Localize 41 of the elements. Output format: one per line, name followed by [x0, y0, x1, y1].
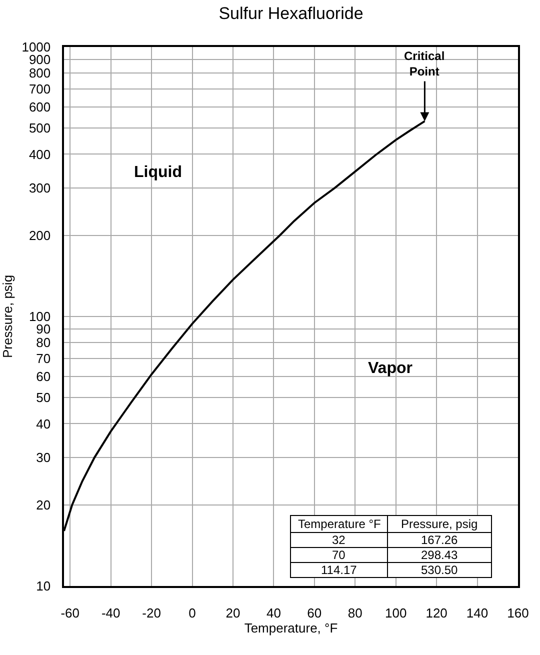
y-tick-label: 80 — [36, 335, 51, 350]
y-tick-label: 500 — [28, 120, 51, 136]
chart-title: Sulfur Hexafluoride — [218, 4, 364, 23]
y-tick-label: 60 — [36, 368, 51, 384]
y-tick-label: 800 — [28, 66, 51, 81]
annotation: Liquid — [134, 164, 182, 181]
annotation: Pressure, psig — [401, 517, 478, 531]
annotation: 530.50 — [421, 563, 458, 577]
annotation: Vapor — [368, 360, 412, 377]
x-tick-label: -20 — [142, 605, 161, 620]
annotation: 167.26 — [421, 533, 458, 547]
y-tick-label: 400 — [28, 146, 51, 162]
y-tick-label: 40 — [36, 416, 51, 432]
annotation: 70 — [332, 548, 346, 562]
x-tick-label: 20 — [226, 605, 240, 620]
x-tick-label: 100 — [385, 605, 407, 620]
annotation: 32 — [332, 533, 346, 547]
y-tick-label: 300 — [28, 180, 51, 196]
x-tick-label: 140 — [466, 605, 488, 620]
annotation: 114.17 — [321, 563, 358, 577]
x-axis-title: Temperature, °F — [244, 620, 338, 636]
x-tick-label: 80 — [348, 605, 362, 620]
x-tick-label: 60 — [307, 605, 322, 620]
x-tick-label: 40 — [266, 605, 281, 620]
x-tick-label: -40 — [101, 605, 120, 620]
y-tick-label: 200 — [28, 228, 51, 243]
x-tick-label: -60 — [60, 605, 80, 620]
x-tick-label: 160 — [507, 605, 529, 620]
y-tick-label: 30 — [36, 450, 51, 465]
y-tick-label: 70 — [36, 350, 51, 366]
x-tick-label: 120 — [426, 605, 448, 620]
y-tick-label: 10 — [36, 578, 51, 594]
y-tick-label: 600 — [28, 99, 51, 114]
y-tick-label: 20 — [36, 497, 51, 512]
y-tick-label: 700 — [28, 81, 51, 96]
annotation: Critical Point — [404, 49, 445, 79]
annotation: 298.43 — [421, 548, 458, 562]
y-axis-title: Pressure, psig — [0, 274, 15, 358]
x-tick-label: 0 — [188, 605, 196, 620]
annotation: Temperature °F — [298, 517, 381, 531]
y-tick-label: 50 — [36, 390, 51, 406]
